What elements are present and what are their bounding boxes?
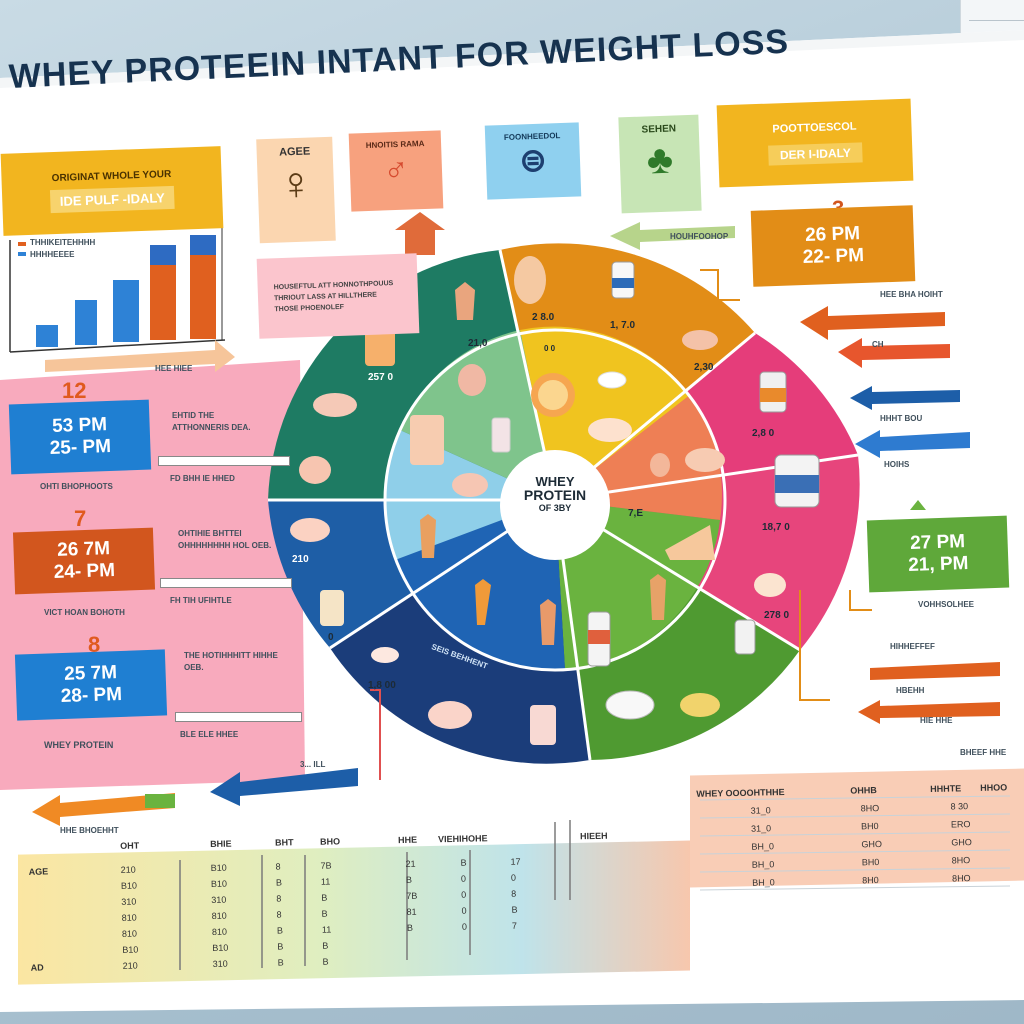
- wheel-value-9: 2,8 0: [752, 428, 775, 439]
- right-card-2-foot: VOHHSOLHEE: [918, 600, 975, 609]
- right-note-6: HIHHEFFEF: [890, 642, 935, 651]
- card-3-time: 25 7M 28- PM: [14, 649, 168, 721]
- plant-box: SEHEN ♣: [618, 114, 702, 214]
- card-2-number: 7: [74, 506, 87, 531]
- wheel-value-5: 257 0: [368, 372, 394, 383]
- card-3-foot: WHEY PROTEIN: [44, 740, 114, 750]
- right-note-5: HOIHS: [884, 460, 910, 469]
- wheel-value-3: 1, 7.0: [610, 320, 636, 331]
- age-box: AGEE ♀: [256, 136, 336, 244]
- wheel-value-13: 278 0: [764, 610, 790, 621]
- card-2-time: 26 7M 24- PM: [12, 527, 156, 595]
- right-note-3: CH: [872, 340, 884, 349]
- food-illustrations: [290, 256, 820, 745]
- card-1-time: 53 PM 25- PM: [8, 399, 152, 475]
- female-icon: ♀: [277, 156, 314, 210]
- wheel-center-label: WHEY PROTEIN OF 3BY: [523, 474, 587, 513]
- card-1-number: 12: [62, 378, 87, 403]
- heart-box: HNOITIS RAMA ♂: [348, 130, 444, 212]
- wheel-value-12: 1,8 00: [368, 680, 396, 691]
- wheel-value-4: 2,30: [694, 362, 714, 373]
- wheel-value-2: 2 8.0: [532, 312, 555, 323]
- card-2-progress: [160, 578, 292, 588]
- right-card-2-time: 27 PM 21, PM: [866, 515, 1010, 593]
- right-note-4: HHHT BOU: [880, 414, 923, 423]
- card-2-bar-note: FH TIH UFIHTLE: [170, 596, 232, 605]
- right-card-1-time: 26 PM 22- PM: [750, 205, 916, 287]
- card-1-progress: [158, 456, 290, 466]
- wheel-value-10: 0: [328, 632, 334, 643]
- right-note-7: HBEHH: [896, 686, 925, 695]
- bottom-arrow-caption: 3... ILL: [300, 760, 326, 769]
- card-1-foot: OHTI BHOPHOOTS: [40, 482, 113, 491]
- chart-legend-1: THHIKEITEHHHH: [30, 238, 96, 247]
- data-table-left: OHT BHIE BHT BHO HHE VIEHIHOHE HIEEH AGE…: [20, 826, 693, 980]
- wheel-value-6: 0 0: [544, 344, 556, 353]
- right-note-8: HIE HHE: [920, 716, 953, 725]
- heart-symbol-icon: ♂: [382, 149, 410, 189]
- card-3-note: THE HOTIHHHITT HIHHE OEB.: [184, 651, 278, 672]
- bottom-left-caption: HHE BHOEHHT: [60, 826, 119, 835]
- cycle-icon: ⊜: [518, 141, 547, 179]
- right-note-1: HOUHFOOHOP: [670, 232, 729, 241]
- wheel-value-11: 210: [292, 554, 309, 565]
- card-2-foot: VICT HOAN BOHOTH: [44, 608, 125, 617]
- data-table-right: WHEY OOOOHTHHE OHHB HHHTE HHOO 31_0 8HO 8 …: [690, 773, 1022, 890]
- card-2-note: OHTIHIE BHTTEI OHHHHHHHH HOL OEB.: [178, 529, 272, 550]
- left-bar-chart: [9, 220, 226, 353]
- daily-intake-box: ORIGINAT WHOLE YOUR IDE PULF -IDALY: [0, 146, 224, 236]
- card-1-note: EHTID THE ATTHONNERIS DEA.: [172, 411, 251, 432]
- cycle-box: FOONHEEDOL ⊜: [484, 122, 582, 200]
- arrows: [32, 212, 1000, 826]
- card-3-bar-note: BLE ELE HHEE: [180, 730, 239, 739]
- card-1-bar-note: FD BHH IE HHED: [170, 474, 235, 483]
- wheel-value-1: 21,0: [468, 338, 488, 349]
- right-note-2: HEE BHA HOIHT: [880, 290, 943, 299]
- chart-caption: HEE HIEE: [155, 364, 193, 373]
- wheel-value-7: 7,E: [628, 508, 644, 519]
- chart-legend-2: HHHHEEEE: [30, 250, 75, 259]
- dosage-box: POOTTOESCOL DER I-IDALY: [716, 98, 914, 188]
- card-3-progress: [175, 712, 302, 722]
- wheel-value-8: 18,7 0: [762, 522, 790, 533]
- pink-note: HOUSEFTUL ATT HONNOTHPOUUS THRIOUT LASS …: [256, 253, 420, 339]
- plant-icon: ♣: [645, 137, 674, 183]
- right-note-9: BHEEF HHE: [960, 748, 1007, 757]
